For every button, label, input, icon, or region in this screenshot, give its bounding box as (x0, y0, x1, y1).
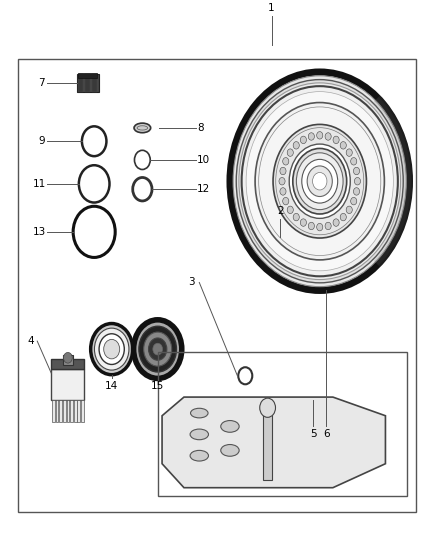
Text: 10: 10 (197, 155, 210, 165)
Text: 7: 7 (38, 78, 45, 87)
Text: 14: 14 (105, 381, 118, 391)
Bar (56, 400, 58, 422)
Circle shape (246, 92, 393, 271)
Circle shape (153, 343, 162, 355)
Circle shape (239, 83, 400, 279)
Circle shape (283, 197, 289, 205)
Circle shape (148, 338, 167, 360)
Bar (158, 352, 407, 496)
Circle shape (259, 107, 381, 255)
Circle shape (260, 398, 276, 417)
Ellipse shape (134, 123, 151, 133)
Text: 5: 5 (310, 429, 317, 439)
Circle shape (307, 166, 332, 197)
Circle shape (104, 340, 120, 359)
Circle shape (293, 148, 347, 214)
Ellipse shape (190, 429, 208, 440)
Text: 3: 3 (188, 278, 195, 287)
Bar (59, 400, 62, 422)
Text: 6: 6 (323, 429, 330, 439)
Text: 9: 9 (38, 136, 45, 146)
Bar (92, 74, 97, 92)
Circle shape (233, 76, 406, 287)
Circle shape (313, 173, 327, 190)
Bar (51, 369, 84, 400)
Circle shape (283, 158, 289, 165)
Bar (52, 400, 55, 422)
Text: 12: 12 (197, 184, 210, 194)
Text: 1: 1 (268, 3, 275, 13)
Circle shape (287, 149, 293, 156)
Ellipse shape (221, 445, 239, 456)
Text: 11: 11 (33, 179, 46, 189)
Circle shape (353, 188, 360, 195)
Circle shape (64, 352, 72, 363)
Text: 2: 2 (277, 206, 284, 216)
Circle shape (289, 144, 350, 219)
Circle shape (346, 206, 352, 214)
Circle shape (134, 320, 182, 378)
Bar (78, 74, 83, 92)
Circle shape (308, 133, 314, 140)
Circle shape (353, 167, 360, 175)
Circle shape (280, 188, 286, 195)
Circle shape (91, 324, 133, 375)
Text: 8: 8 (197, 123, 204, 133)
Circle shape (317, 132, 323, 139)
Bar (63, 400, 66, 422)
Circle shape (144, 332, 172, 366)
Circle shape (287, 206, 293, 214)
Bar (78, 73, 97, 78)
Circle shape (325, 222, 331, 230)
Bar (81, 400, 84, 422)
Circle shape (346, 149, 352, 156)
Circle shape (340, 142, 346, 149)
Circle shape (280, 167, 286, 175)
Circle shape (279, 177, 285, 185)
Bar (63, 355, 73, 365)
Circle shape (255, 102, 385, 260)
Circle shape (300, 219, 307, 227)
Bar (263, 410, 272, 480)
Circle shape (236, 79, 403, 283)
Circle shape (242, 86, 398, 276)
Bar (18, 59, 416, 512)
Bar (51, 359, 84, 369)
Circle shape (276, 128, 364, 235)
Polygon shape (162, 397, 385, 488)
Circle shape (351, 158, 357, 165)
Circle shape (297, 153, 343, 209)
Circle shape (317, 223, 323, 231)
Bar (78, 400, 80, 422)
Text: 15: 15 (151, 381, 164, 391)
Circle shape (300, 136, 307, 143)
Circle shape (293, 213, 299, 221)
Circle shape (230, 72, 410, 290)
Ellipse shape (221, 421, 239, 432)
Circle shape (351, 197, 357, 205)
Circle shape (333, 136, 339, 143)
Circle shape (273, 124, 367, 238)
Ellipse shape (191, 408, 208, 418)
Circle shape (99, 334, 124, 365)
Circle shape (95, 328, 129, 370)
Text: 13: 13 (33, 227, 46, 237)
Bar (67, 400, 69, 422)
Circle shape (325, 133, 331, 140)
Circle shape (354, 177, 360, 185)
Bar (70, 400, 73, 422)
Bar (74, 400, 77, 422)
Circle shape (333, 219, 339, 227)
Circle shape (139, 326, 177, 372)
Ellipse shape (190, 450, 208, 461)
Circle shape (308, 222, 314, 230)
Text: 4: 4 (27, 336, 34, 346)
Circle shape (340, 213, 346, 221)
Circle shape (293, 142, 299, 149)
Circle shape (302, 159, 338, 203)
Bar (77, 74, 99, 92)
Bar (85, 74, 90, 92)
